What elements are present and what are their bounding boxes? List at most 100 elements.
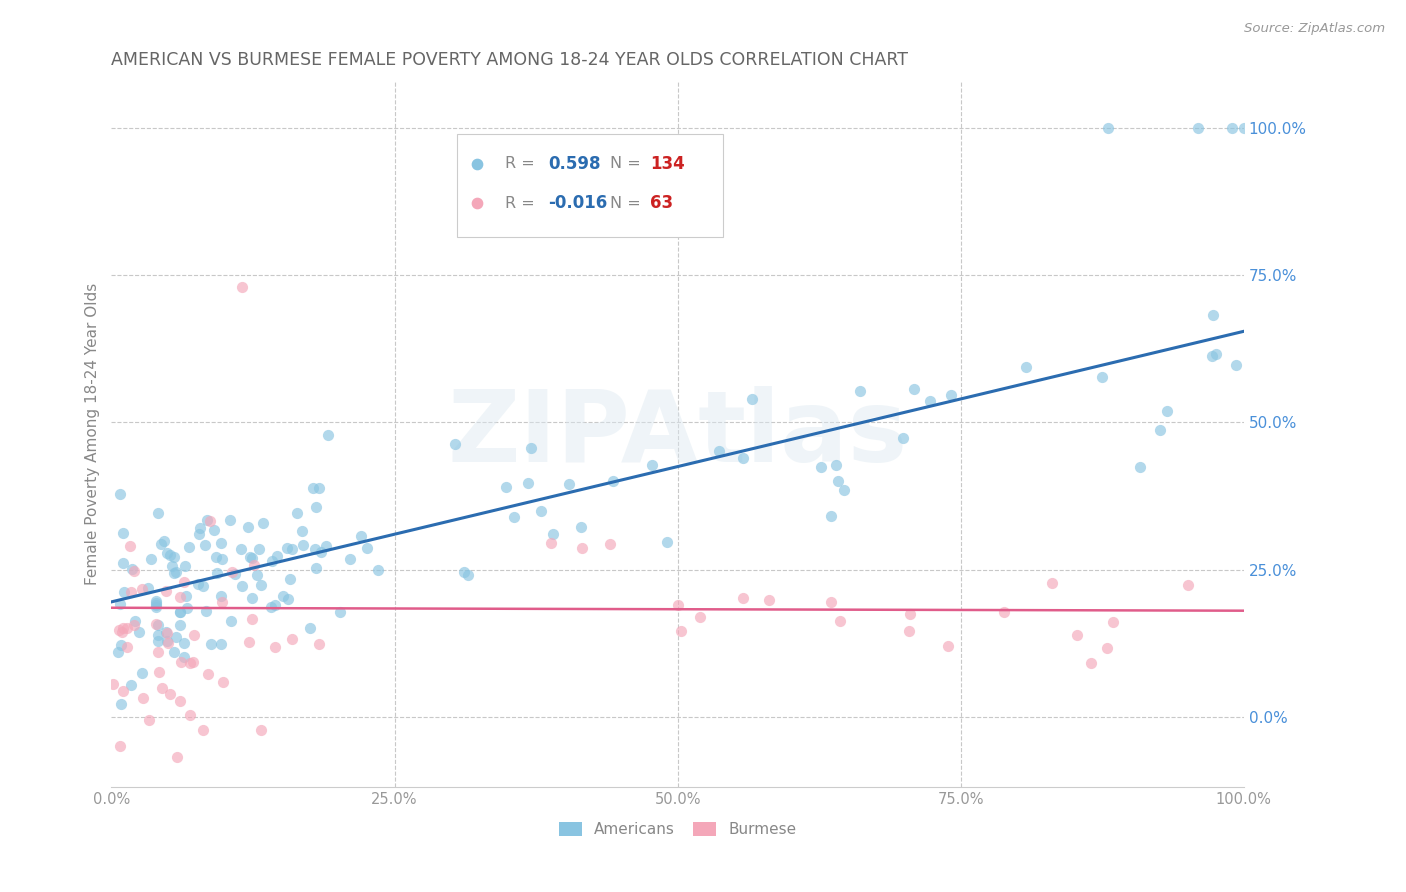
Point xyxy=(131,582,153,597)
Point xyxy=(517,475,540,490)
Point xyxy=(221,565,243,579)
Point xyxy=(304,560,326,574)
Point xyxy=(183,628,205,642)
Point xyxy=(891,431,914,445)
Point xyxy=(1205,347,1227,361)
Point xyxy=(273,589,295,603)
Point xyxy=(287,506,309,520)
Point xyxy=(209,589,232,603)
Point xyxy=(827,474,849,488)
Point xyxy=(149,537,172,551)
Point xyxy=(263,599,285,613)
Point xyxy=(308,482,330,496)
Point xyxy=(169,605,191,619)
Point xyxy=(148,665,170,679)
Point xyxy=(209,637,232,651)
Point xyxy=(249,578,271,592)
Point xyxy=(290,524,312,538)
Point xyxy=(156,546,179,560)
Point xyxy=(457,567,479,582)
Point xyxy=(195,513,218,527)
Point xyxy=(250,723,273,737)
Point xyxy=(176,601,198,615)
Point xyxy=(832,483,855,498)
Text: ZIPAtlas: ZIPAtlas xyxy=(447,385,908,483)
Point xyxy=(281,542,304,557)
Point xyxy=(305,500,328,515)
Point xyxy=(146,634,169,648)
Point xyxy=(731,591,754,606)
Point xyxy=(110,486,132,500)
Point xyxy=(571,541,593,555)
Point xyxy=(108,739,131,754)
Point xyxy=(825,458,848,472)
Point xyxy=(246,568,269,582)
Point xyxy=(194,538,217,552)
Point xyxy=(197,667,219,681)
Point xyxy=(1091,370,1114,384)
Text: R =: R = xyxy=(506,196,540,211)
Point xyxy=(350,529,373,543)
Point xyxy=(252,516,274,530)
Point xyxy=(112,683,135,698)
Point xyxy=(820,508,842,523)
Point xyxy=(159,687,181,701)
Point xyxy=(302,481,325,495)
Point xyxy=(247,542,270,557)
Point xyxy=(689,609,711,624)
Point xyxy=(304,542,326,557)
Point xyxy=(160,558,183,573)
Point xyxy=(155,583,177,598)
Point xyxy=(292,538,315,552)
Point xyxy=(112,621,135,635)
Text: R =: R = xyxy=(506,156,540,171)
Point xyxy=(1097,121,1119,136)
Point xyxy=(918,394,941,409)
Point xyxy=(453,565,475,579)
Point xyxy=(163,566,186,580)
Point xyxy=(156,634,179,648)
Point xyxy=(741,392,763,406)
Point xyxy=(1202,308,1225,322)
Point xyxy=(211,675,233,690)
Point xyxy=(569,520,592,534)
Point xyxy=(221,615,243,629)
Point xyxy=(170,656,193,670)
Point xyxy=(1149,423,1171,437)
Point xyxy=(173,649,195,664)
Point xyxy=(339,552,361,566)
Point xyxy=(276,541,298,555)
Point xyxy=(281,632,304,646)
Point xyxy=(145,599,167,614)
Point xyxy=(810,460,832,475)
Point xyxy=(110,638,132,652)
Point xyxy=(243,558,266,572)
Point xyxy=(159,548,181,562)
Point xyxy=(299,621,322,635)
Point xyxy=(530,504,553,518)
Point xyxy=(599,537,621,551)
Point xyxy=(193,579,215,593)
Point xyxy=(156,636,179,650)
Text: AMERICAN VS BURMESE FEMALE POVERTY AMONG 18-24 YEAR OLDS CORRELATION CHART: AMERICAN VS BURMESE FEMALE POVERTY AMONG… xyxy=(111,51,908,69)
Text: 0.598: 0.598 xyxy=(548,155,600,173)
Point xyxy=(1201,349,1223,363)
Point xyxy=(465,223,488,237)
Point xyxy=(238,520,260,534)
Point xyxy=(1233,121,1256,136)
Point xyxy=(231,579,253,593)
Point xyxy=(112,585,135,599)
FancyBboxPatch shape xyxy=(457,135,723,236)
Point xyxy=(115,621,138,635)
Point xyxy=(153,533,176,548)
Point xyxy=(138,713,160,727)
Point xyxy=(367,562,389,576)
Point xyxy=(655,534,678,549)
Point xyxy=(219,513,242,527)
Point xyxy=(465,190,488,204)
Point xyxy=(146,628,169,642)
Point xyxy=(174,590,197,604)
Point xyxy=(993,605,1015,619)
Point xyxy=(173,636,195,650)
Point xyxy=(145,599,167,613)
